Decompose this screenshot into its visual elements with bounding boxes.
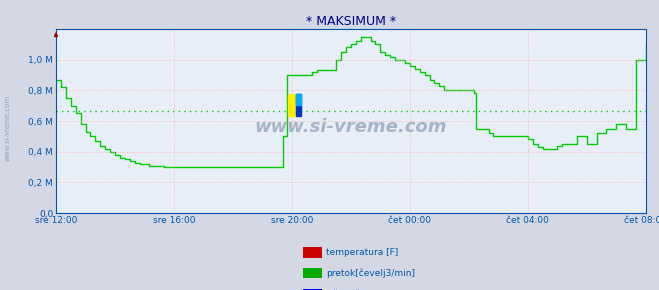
Bar <box>297 94 301 105</box>
Text: www.si-vreme.com: www.si-vreme.com <box>254 118 447 136</box>
Title: * MAKSIMUM *: * MAKSIMUM * <box>306 15 396 28</box>
Text: pretok[čevelj3/min]: pretok[čevelj3/min] <box>326 269 415 278</box>
Text: višina[čevelj]: višina[čevelj] <box>326 289 387 290</box>
Bar <box>297 94 301 116</box>
Bar <box>288 94 299 116</box>
Text: www.si-vreme.com: www.si-vreme.com <box>5 95 11 161</box>
Text: temperatura [F]: temperatura [F] <box>326 248 399 257</box>
